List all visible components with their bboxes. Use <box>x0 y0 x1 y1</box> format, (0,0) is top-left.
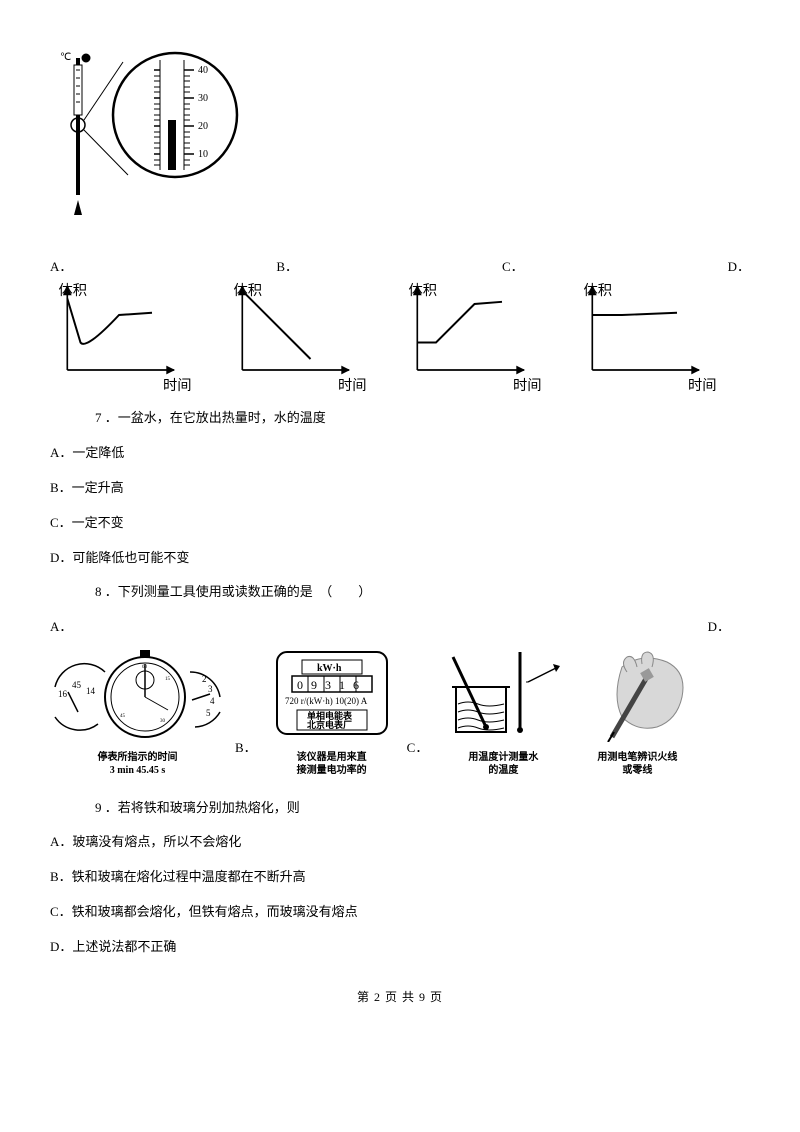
svg-text:时间: 时间 <box>513 376 542 391</box>
q8a-caption2: 3 min 45.45 s <box>110 765 166 776</box>
svg-text:15: 15 <box>165 677 171 682</box>
q6-label-d: D． <box>728 257 750 278</box>
q7-prompt: 7 ．一盆水，在它放出热量时，水的温度 <box>95 408 750 429</box>
svg-text:20: 20 <box>198 121 208 132</box>
q8-col-b: kW·h 09316 720 r/(kW·h) 10(20) A 单相电能表 北… <box>267 642 397 777</box>
meter-header: kW·h <box>317 663 342 674</box>
thermo-top-ball <box>82 54 90 62</box>
svg-text:45: 45 <box>120 714 126 719</box>
svg-text:40: 40 <box>198 65 208 76</box>
q8d-caption2: 或零线 <box>622 765 652 776</box>
q7-option-a: A．一定降低 <box>50 443 750 464</box>
q8b-caption2: 接测量电功率的 <box>297 765 367 776</box>
q8-col-d: 用测电笔辨识火线 或零线 <box>572 642 702 777</box>
q8b-caption1: 该仪器是用来直 <box>297 752 367 763</box>
q8-label-b: B． <box>235 738 257 759</box>
svg-text:16: 16 <box>58 689 68 699</box>
ylabel: 体积 <box>59 282 88 299</box>
q8-label-c: C． <box>407 738 429 759</box>
svg-text:4: 4 <box>210 696 215 706</box>
q9-option-a: A．玻璃没有熔点，所以不会熔化 <box>50 832 750 853</box>
svg-text:体积: 体积 <box>584 282 613 299</box>
q7-option-b: B．一定升高 <box>50 478 750 499</box>
q8c-caption1: 用温度计测量水 <box>468 752 538 763</box>
q8c-caption2: 的温度 <box>488 765 518 776</box>
q6-labels: A． B． C． D． <box>50 257 750 278</box>
svg-text:45: 45 <box>72 680 82 690</box>
svg-text:5: 5 <box>206 708 211 718</box>
q9-prompt: 9 ．若将铁和玻璃分别加热熔化，则 <box>95 798 750 819</box>
svg-text:时间: 时间 <box>338 376 367 391</box>
q9-option-c: C．铁和玻璃都会熔化，但铁有熔点，而玻璃没有熔点 <box>50 902 750 923</box>
thermometer-svg: ℃ 40 30 20 10 <box>50 40 250 220</box>
q6-chart-d: 体积 时间 <box>575 282 750 399</box>
thermo-bulb <box>74 200 82 215</box>
q8-label-a: A． <box>50 617 72 638</box>
thermo-liquid <box>168 120 176 170</box>
q8-images: 16 45 14 60153045 2 3 4 5 停表所指示的时间 3 <box>50 642 750 777</box>
q8a-caption1: 停表所指示的时间 <box>98 752 178 763</box>
q6-chart-c: 体积 时间 <box>400 282 575 399</box>
q8d-caption1: 用测电笔辨识火线 <box>597 752 677 763</box>
q7-option-c: C．一定不变 <box>50 513 750 534</box>
svg-text:30: 30 <box>160 719 166 724</box>
q7-option-d: D．可能降低也可能不变 <box>50 548 750 569</box>
page-footer: 第 2 页 共 9 页 <box>50 988 750 1007</box>
svg-text:2: 2 <box>202 674 207 684</box>
q8-col-a: 16 45 14 60153045 2 3 4 5 停表所指示的时间 3 <box>50 642 225 777</box>
q9-option-d: D．上述说法都不正确 <box>50 937 750 958</box>
q8-col-c: 用温度计测量水 的温度 <box>438 642 568 777</box>
meter-digits: 09316 <box>297 678 367 692</box>
svg-text:30: 30 <box>198 93 208 104</box>
svg-text:时间: 时间 <box>688 376 717 391</box>
q9-option-b: B．铁和玻璃在熔化过程中温度都在不断升高 <box>50 867 750 888</box>
meter-spec: 720 r/(kW·h) 10(20) A <box>285 696 368 706</box>
q6-chart-b: 体积 时间 <box>225 282 400 399</box>
meter-maker2: 北京电表厂 <box>307 719 352 730</box>
xlabel: 时间 <box>163 376 192 391</box>
q8-label-d: D． <box>708 617 730 638</box>
q6-chart-a: 体积 时间 <box>50 282 225 399</box>
q8-prompt: 8 ．下列测量工具使用或读数正确的是 （ ） <box>95 582 750 603</box>
thermo-unit: ℃ <box>60 52 71 63</box>
svg-text:14: 14 <box>86 686 96 696</box>
svg-text:60: 60 <box>142 665 148 670</box>
q6-label-b: B． <box>276 257 298 278</box>
svg-text:10: 10 <box>198 149 208 160</box>
q6-label-a: A． <box>50 257 72 278</box>
svg-text:体积: 体积 <box>409 282 438 299</box>
thermometer-figure: ℃ 40 30 20 10 <box>50 40 750 227</box>
q6-label-c: C． <box>502 257 524 278</box>
svg-text:3: 3 <box>208 684 213 694</box>
q6-charts: 体积 时间 体积 时间 体积 时间 <box>50 282 750 399</box>
thermo-scale-box <box>74 65 82 115</box>
